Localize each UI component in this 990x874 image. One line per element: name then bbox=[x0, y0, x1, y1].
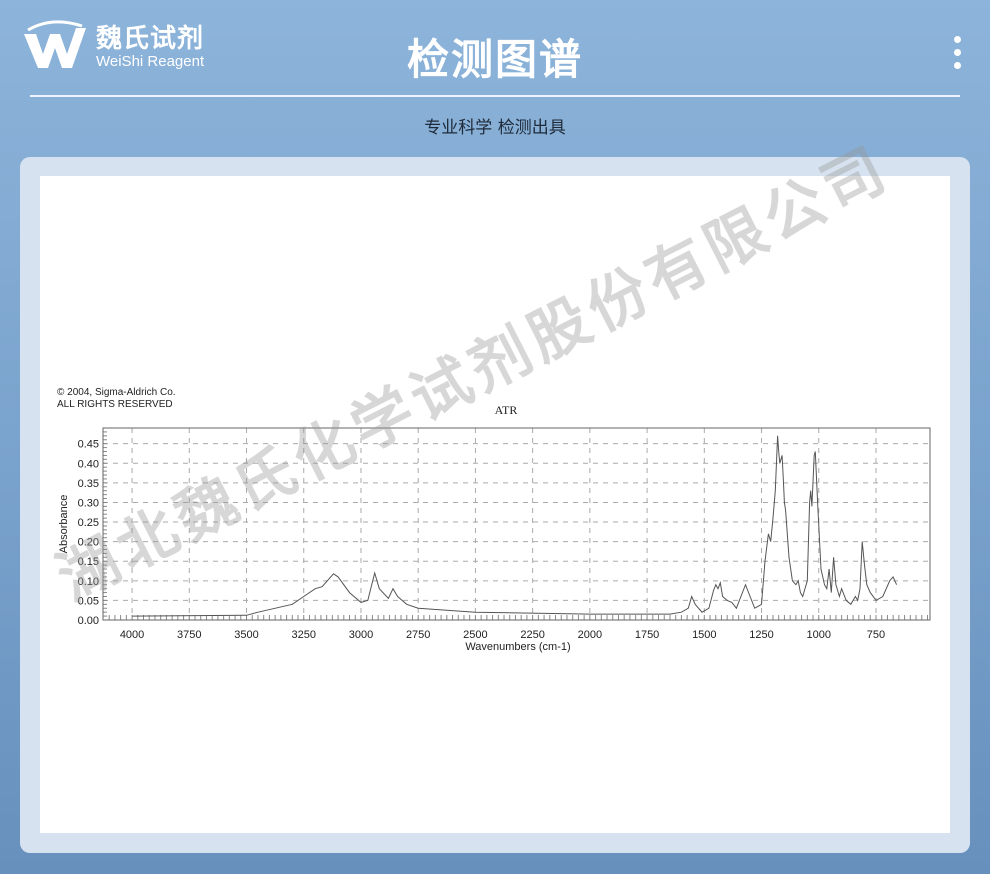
x-tick-label: 1000 bbox=[807, 629, 831, 641]
x-tick-label: 3750 bbox=[177, 629, 201, 641]
spectrum-panel bbox=[40, 176, 950, 833]
y-tick-label: 0.45 bbox=[78, 439, 99, 451]
y-tick-label: 0.35 bbox=[78, 478, 99, 490]
x-tick-label: 3500 bbox=[234, 629, 258, 641]
page-title: 检测图谱 bbox=[406, 35, 583, 84]
brand-logo: 魏氏试剂 WeiShi Reagent bbox=[22, 20, 204, 76]
x-tick-label: 3000 bbox=[349, 629, 373, 641]
weishi-logo-icon bbox=[24, 20, 86, 68]
logo-cn: 魏氏试剂 bbox=[96, 24, 205, 54]
x-tick-label: 2000 bbox=[578, 629, 602, 641]
divider bbox=[30, 95, 960, 97]
y-tick-label: 0.30 bbox=[78, 497, 99, 509]
copyright-line2: ALL RIGHTS RESERVED bbox=[57, 399, 173, 410]
x-tick-label: 1250 bbox=[749, 629, 773, 641]
y-axis-label: Absorbance bbox=[58, 495, 70, 554]
y-tick-label: 0.00 bbox=[78, 615, 99, 627]
x-tick-label: 1500 bbox=[692, 629, 716, 641]
y-tick-label: 0.10 bbox=[78, 576, 99, 588]
chart-title: ATR bbox=[495, 403, 518, 417]
x-tick-label: 4000 bbox=[120, 629, 144, 641]
x-tick-label: 2500 bbox=[463, 629, 487, 641]
spectrum-line bbox=[132, 435, 898, 617]
plot-frame bbox=[102, 427, 931, 621]
x-axis-label: Wavenumbers (cm-1) bbox=[465, 641, 570, 653]
x-tick-label: 2750 bbox=[406, 629, 430, 641]
x-tick-label: 3250 bbox=[291, 629, 315, 641]
x-tick-label: 2250 bbox=[520, 629, 544, 641]
x-tick-label: 1750 bbox=[635, 629, 659, 641]
y-tick-label: 0.05 bbox=[78, 595, 99, 607]
more-vertical-icon[interactable] bbox=[950, 36, 964, 75]
page-subtitle: 专业科学 检测出具 bbox=[424, 118, 566, 138]
y-tick-label: 0.25 bbox=[78, 517, 99, 529]
copyright-line1: © 2004, Sigma-Aldrich Co. bbox=[57, 387, 176, 398]
y-tick-label: 0.40 bbox=[78, 458, 99, 470]
y-tick-label: 0.20 bbox=[78, 537, 99, 549]
y-tick-label: 0.15 bbox=[78, 556, 99, 568]
x-tick-label: 750 bbox=[867, 629, 885, 641]
logo-en: WeiShi Reagent bbox=[96, 53, 205, 70]
